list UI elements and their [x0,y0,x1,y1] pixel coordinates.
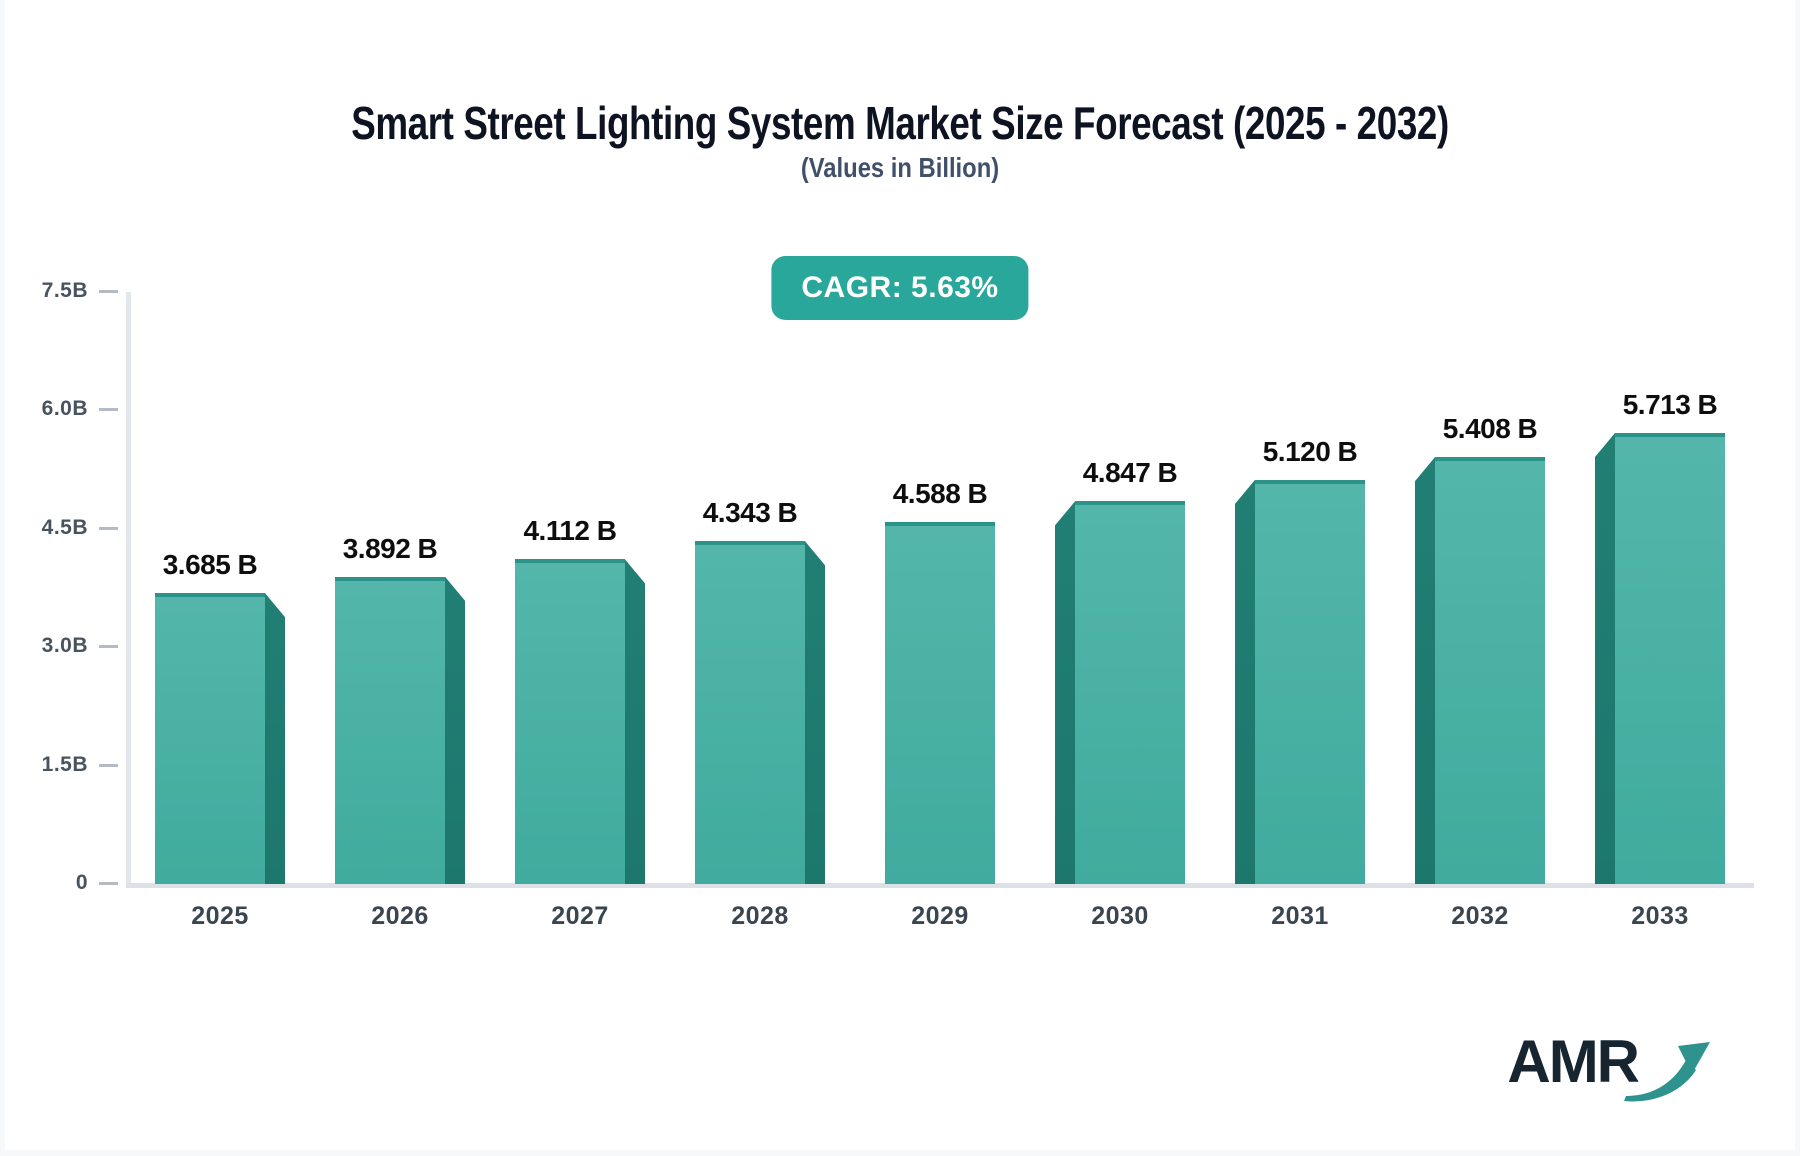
bar-3d-side [805,541,825,884]
bar-value-label: 3.892 B [342,532,438,564]
x-axis-line [126,883,1754,888]
bar-value-label: 4.343 B [702,497,798,529]
y-tick-mark [99,290,118,293]
y-tick-mark [99,882,118,885]
bar-face [885,521,995,884]
y-tick-label: 7.5B [41,279,88,302]
amr-logo-text: AMR [1507,1028,1640,1095]
y-tick-label: 0 [75,871,88,894]
bar-value-label: 5.120 B [1262,435,1358,467]
bar-face [1255,479,1365,884]
cagr-badge: CAGR: 5.63% [771,256,1029,320]
bar-3d-side [1055,501,1075,884]
y-tick-mark [99,763,118,767]
x-tick-label: 2027 [551,902,609,930]
bar: 5.120 B [1235,436,1365,884]
bar-3d-side [445,576,465,884]
bar-3d-side [1235,479,1255,884]
bar-face [155,593,265,884]
y-axis-line [126,292,131,888]
y-tick-label: 6.0B [41,397,88,421]
bar-value-label: 3.685 B [162,549,258,581]
x-tick-label: 2025 [191,902,249,930]
y-tick-label: 1.5B [41,752,88,776]
bar-face [515,559,625,884]
bar-3d-side [1595,433,1615,884]
y-tick-mark [99,408,118,412]
bar-3d-side [1415,457,1435,884]
bar: 3.685 B [155,549,285,884]
x-tick-label: 2033 [1631,902,1689,930]
bar: 4.847 B [1055,457,1185,884]
y-tick-mark [99,526,118,530]
x-tick-label: 2028 [731,902,789,930]
bar-face [695,541,805,884]
x-tick-label: 2031 [1271,902,1329,930]
bar-face [1615,433,1725,884]
bar-face [335,576,445,884]
y-tick-mark [99,645,118,649]
amr-logo: AMR [1507,1032,1712,1106]
bar: 4.588 B [885,478,995,884]
bar: 5.713 B [1595,389,1725,884]
bar-face [1075,501,1185,884]
bar-value-label: 5.713 B [1622,389,1718,421]
bar-3d-side [625,559,645,884]
x-tick-label: 2030 [1091,902,1149,930]
chart-subtitle: (Values in Billion) [800,152,1000,183]
bar: 4.112 B [515,515,645,884]
bar: 4.343 B [695,497,825,884]
bar: 3.892 B [335,533,465,884]
chart-title: Smart Street Lighting System Market Size… [351,97,1449,149]
bar-face [1435,457,1545,884]
bar-value-label: 4.847 B [1082,457,1178,489]
growth-arrow-icon [1624,1042,1710,1102]
bar: 5.408 B [1415,413,1545,884]
y-tick-label: 3.0B [41,634,88,658]
bar-value-label: 5.408 B [1442,413,1538,445]
x-tick-label: 2029 [911,902,969,930]
bar-value-label: 4.112 B [523,515,617,547]
x-tick-label: 2026 [371,902,429,930]
bar-value-label: 4.588 B [892,477,988,509]
bar-3d-side [265,593,285,884]
y-tick-label: 4.5B [41,515,88,539]
x-tick-label: 2032 [1451,902,1509,930]
